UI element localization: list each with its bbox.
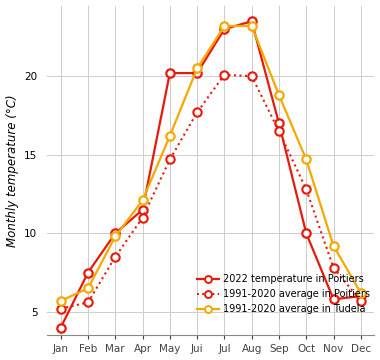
Legend: 2022 temperature in Poitiers, 1991-2020 average in Poitiers, 1991-2020 average i: 2022 temperature in Poitiers, 1991-2020 … — [197, 274, 370, 314]
Y-axis label: Monthly temperature (°C): Monthly temperature (°C) — [6, 94, 19, 247]
